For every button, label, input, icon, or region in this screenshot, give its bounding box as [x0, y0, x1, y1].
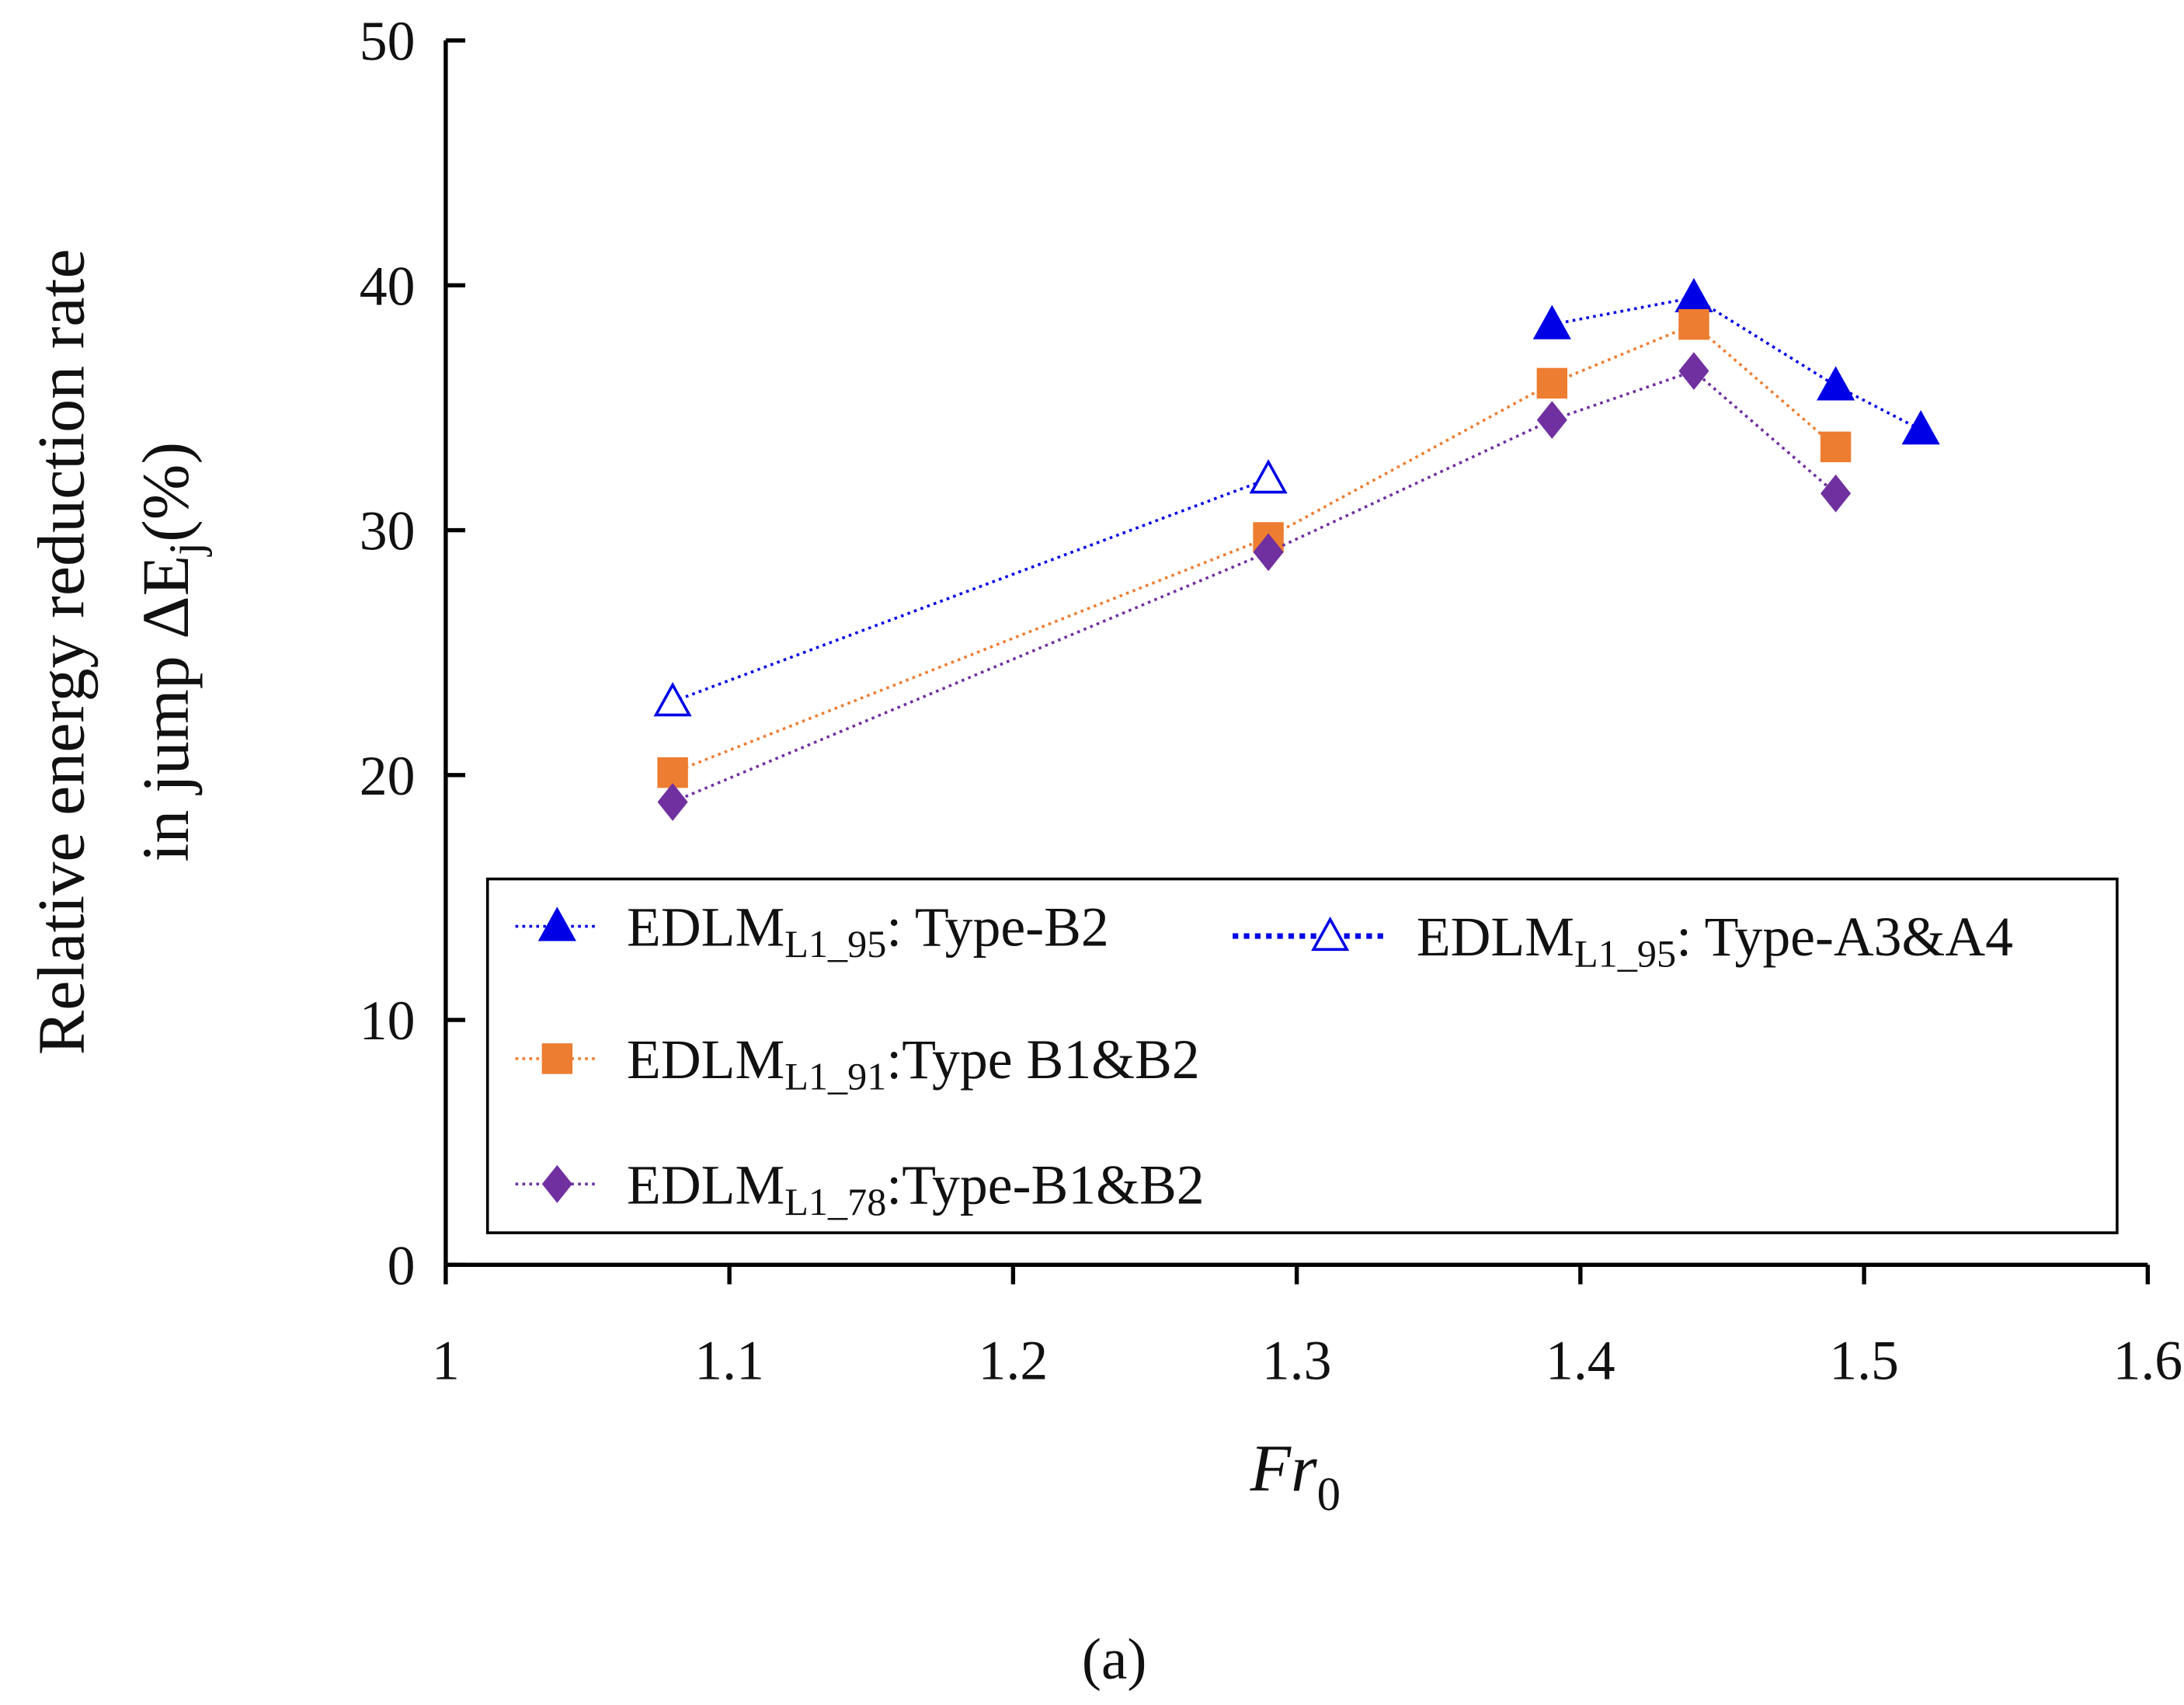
- marker: [1678, 352, 1709, 391]
- marker: [1249, 459, 1288, 494]
- x-label-sub: 0: [1317, 1469, 1341, 1521]
- marker: [657, 757, 688, 788]
- series-line: [672, 369, 1837, 804]
- legend-marker: [537, 906, 576, 941]
- marker: [1675, 277, 1713, 313]
- x-tick-label: 1.2: [979, 1329, 1049, 1391]
- legend-marker: [1311, 916, 1350, 952]
- y-tick-label: 50: [360, 10, 416, 72]
- marker: [1820, 431, 1852, 463]
- x-tick-label: 1: [432, 1329, 460, 1391]
- y-label-2-text: in jump ΔE: [128, 555, 203, 862]
- marker: [1532, 304, 1571, 339]
- x-label-text: Fr: [1250, 1431, 1318, 1505]
- legend-label: EDLML1_78:Type-B1&B2: [627, 1153, 1205, 1223]
- marker: [653, 682, 692, 717]
- y-tick-label: 30: [360, 500, 416, 562]
- marker: [1536, 401, 1567, 440]
- x-tick-label: 1.6: [2113, 1329, 2182, 1391]
- legend-name: EDLM: [627, 1028, 784, 1091]
- legend-sub: L1_95: [784, 922, 886, 966]
- legend-box: [485, 877, 2119, 1234]
- legend-sub: L1_78: [784, 1180, 886, 1223]
- y-tick-label: 20: [360, 745, 416, 807]
- legend-suffix: : Type-A3&A4: [1676, 906, 2013, 968]
- y-tick-label: 10: [360, 990, 416, 1052]
- legend-sub: L1_95: [1574, 932, 1676, 976]
- y-tick-label: 0: [388, 1234, 416, 1296]
- marker: [1253, 533, 1284, 572]
- series-line: [1551, 296, 1921, 431]
- x-tick-label: 1.4: [1546, 1329, 1615, 1391]
- x-tick-label: 1.5: [1829, 1329, 1899, 1391]
- x-tick-label: 1.3: [1262, 1329, 1332, 1391]
- y-label-sub: j: [161, 542, 213, 557]
- x-label: Fr0: [1250, 1431, 1341, 1521]
- series-line: [672, 477, 1269, 703]
- y-tick-label: 40: [360, 255, 416, 317]
- marker: [1821, 474, 1852, 513]
- marker: [657, 783, 688, 821]
- legend-marker: [541, 1043, 573, 1074]
- y-label-1: Relative energy reduction rate: [24, 249, 99, 1055]
- legend-label: EDLML1_95: Type-A3&A4: [1417, 906, 2013, 975]
- legend-label: EDLML1_91:Type B1&B2: [627, 1028, 1200, 1098]
- legend-name: EDLM: [627, 1153, 784, 1216]
- legend-sub: L1_91: [784, 1054, 886, 1098]
- marker: [1678, 308, 1709, 340]
- legend-name: EDLM: [627, 896, 784, 959]
- caption: (a): [1082, 1627, 1147, 1692]
- marker: [1816, 366, 1855, 401]
- y-label-suffix: (%): [128, 442, 203, 542]
- legend-label: EDLML1_95: Type-B2: [627, 896, 1109, 966]
- legend-name: EDLM: [1417, 906, 1574, 968]
- marker: [1901, 410, 1940, 445]
- legend-suffix: :Type-B1&B2: [886, 1153, 1204, 1216]
- legend-suffix: :Type B1&B2: [886, 1028, 1199, 1091]
- y-label-2: in jump ΔEj(%): [128, 442, 213, 862]
- legend-suffix: : Type-B2: [886, 896, 1109, 959]
- legend-marker: [541, 1164, 572, 1203]
- x-tick-label: 1.1: [694, 1329, 764, 1391]
- marker: [1536, 367, 1568, 399]
